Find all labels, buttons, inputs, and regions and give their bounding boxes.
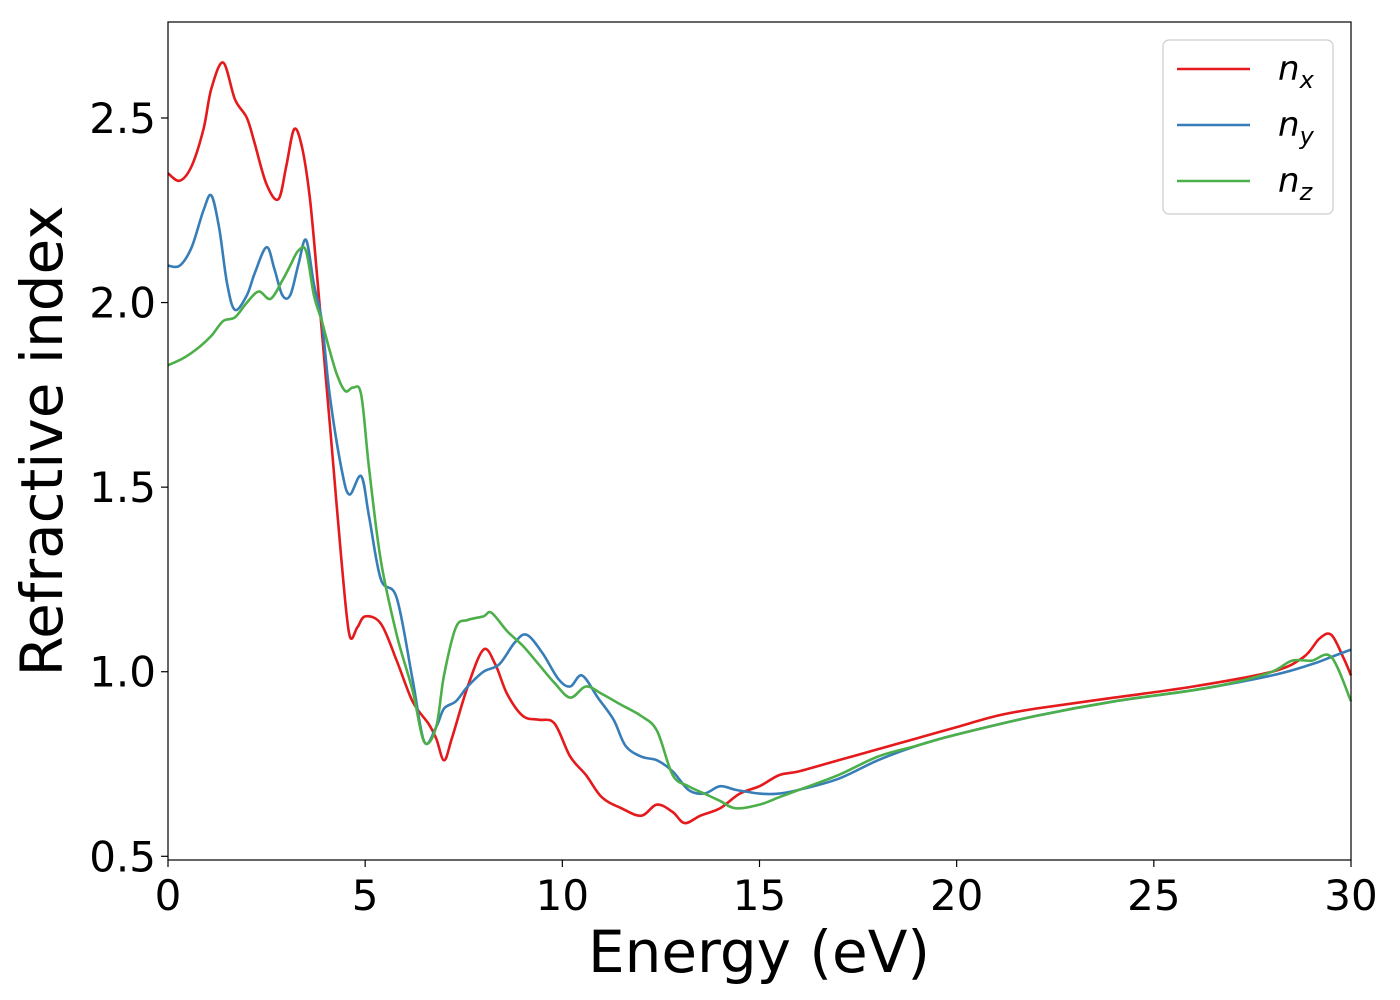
y-tick-label: 2.5 [89,94,156,143]
y-tick-label: 0.5 [89,832,156,881]
y-axis-ticks: 0.5 1.0 1.5 2.0 2.5 [89,94,168,881]
x-tick-label: 5 [352,871,379,920]
x-axis-label: Energy (eV) [588,918,930,986]
legend-box [1162,39,1334,215]
legend-label-nx: nx [1278,49,1315,94]
series-line-nz [167,245,1353,810]
y-tick-label: 2.0 [89,279,156,328]
series-line-ny [167,193,1352,796]
x-tick-label: 15 [733,871,786,920]
x-tick-label: 0 [155,871,182,920]
x-tick-label: 20 [930,871,983,920]
y-axis-label: Refractive index [8,205,76,676]
legend-label-nz: nz [1278,161,1314,206]
x-tick-label: 10 [536,871,589,920]
y-tick-label: 1.0 [89,648,156,697]
series-lines [167,61,1353,825]
y-tick-label: 1.5 [89,463,156,512]
x-tick-label: 30 [1324,871,1377,920]
legend: nx ny nz [1162,39,1334,215]
x-tick-label: 25 [1127,871,1180,920]
x-axis-ticks: 0 5 10 15 20 25 30 [155,860,1378,920]
legend-label-ny: ny [1278,105,1315,150]
